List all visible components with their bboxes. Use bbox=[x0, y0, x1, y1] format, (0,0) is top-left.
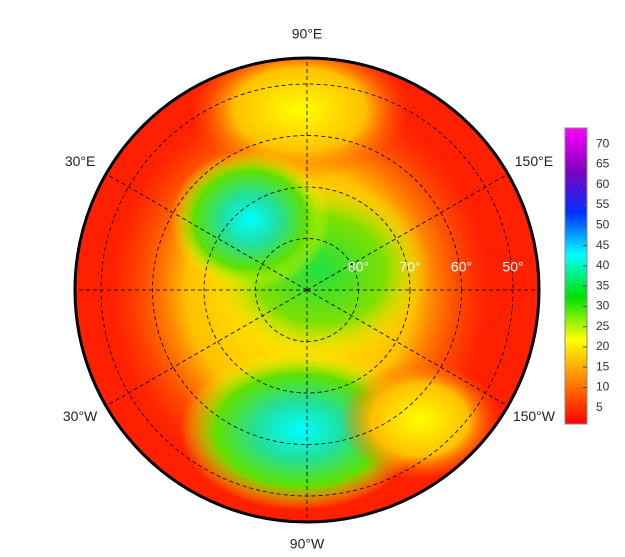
parallel bbox=[152, 135, 462, 445]
meridian bbox=[105, 173, 308, 291]
longitude-label: 150°E bbox=[515, 153, 553, 169]
field bbox=[75, 58, 539, 522]
colorbar-tick-label: 10 bbox=[596, 380, 610, 394]
colorbar-tick-label: 55 bbox=[596, 197, 610, 211]
parallel bbox=[203, 186, 411, 394]
meridian bbox=[306, 289, 509, 407]
colorbar-tick-label: 45 bbox=[596, 238, 610, 252]
colorbar-tick-label: 20 bbox=[596, 339, 610, 353]
colorbar-tick-label: 5 bbox=[596, 400, 603, 414]
colorbar-tick-label: 40 bbox=[596, 258, 610, 272]
colorbar-tick-label: 35 bbox=[596, 278, 610, 292]
colorbar bbox=[564, 127, 588, 425]
map-border bbox=[73, 56, 541, 524]
latitude-label: 80° bbox=[348, 259, 369, 275]
longitude-label: 30°E bbox=[65, 153, 96, 169]
longitude-label: 30°W bbox=[63, 408, 98, 424]
longitude-label: 90°E bbox=[292, 26, 323, 42]
latitude-label: 70° bbox=[399, 259, 420, 275]
colorbar-tick-label: 60 bbox=[596, 177, 610, 191]
graticule bbox=[75, 58, 539, 522]
colorbar-tick-label: 25 bbox=[596, 319, 610, 333]
longitude-label: 150°W bbox=[513, 408, 556, 424]
longitude-label: 90°W bbox=[290, 536, 325, 552]
colorbar-tick-label: 30 bbox=[596, 299, 610, 313]
colorbar-tick-label: 15 bbox=[596, 359, 610, 373]
parallel bbox=[255, 238, 359, 342]
latitude-label: 50° bbox=[502, 259, 523, 275]
meridian bbox=[105, 289, 308, 407]
colorbar-tick-label: 65 bbox=[596, 157, 610, 171]
meridian bbox=[306, 173, 509, 291]
latitude-label: 60° bbox=[451, 259, 472, 275]
colorbar-tick-label: 70 bbox=[596, 136, 610, 150]
colorbar-tick-label: 50 bbox=[596, 217, 610, 231]
parallel bbox=[100, 83, 514, 497]
